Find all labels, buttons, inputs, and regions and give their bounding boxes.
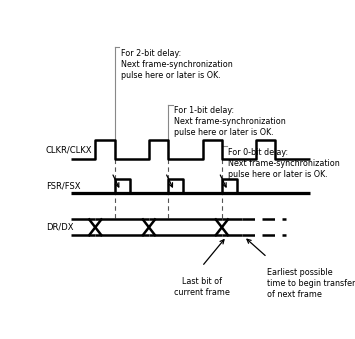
Text: For 1-bit delay:
Next frame-synchronization
pulse here or later is OK.: For 1-bit delay: Next frame-synchronizat… <box>174 106 286 137</box>
Text: DR/DX: DR/DX <box>46 223 73 232</box>
Text: Last bit of
current frame: Last bit of current frame <box>174 277 230 297</box>
Text: CLKR/CLKX: CLKR/CLKX <box>46 145 92 154</box>
Text: FSR/FSX: FSR/FSX <box>46 182 80 191</box>
Text: Earliest possible
time to begin transfer
of next frame: Earliest possible time to begin transfer… <box>267 268 355 299</box>
Text: For 2-bit delay:
Next frame-synchronization
pulse here or later is OK.: For 2-bit delay: Next frame-synchronizat… <box>121 48 232 80</box>
Text: For 0-bit delay:
Next frame-synchronization
pulse here or later is OK.: For 0-bit delay: Next frame-synchronizat… <box>228 148 340 179</box>
